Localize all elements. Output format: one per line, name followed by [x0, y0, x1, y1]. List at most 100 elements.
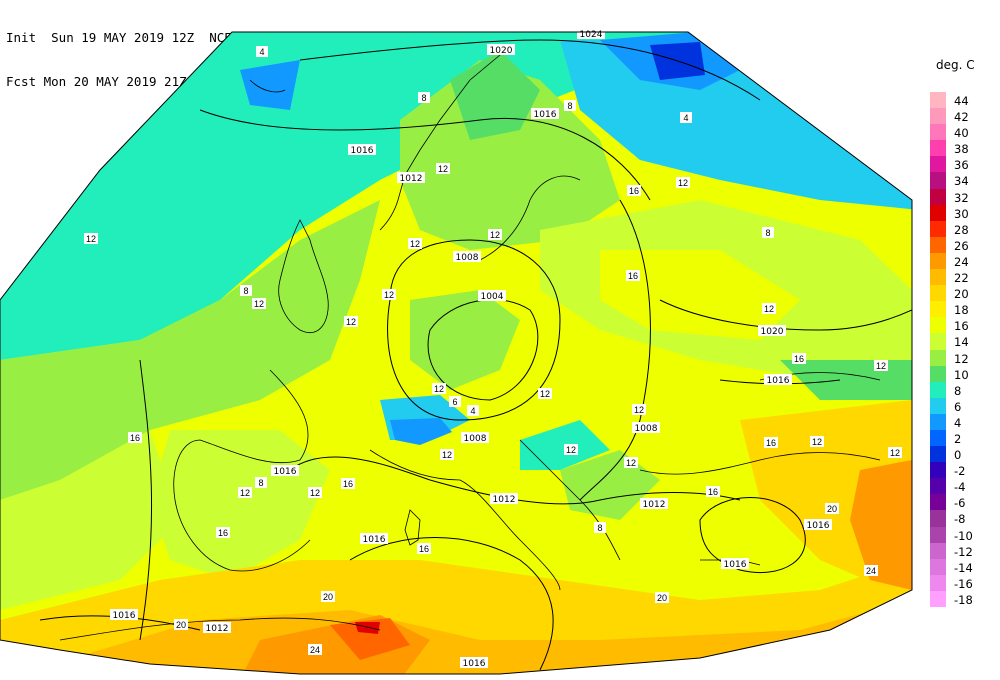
legend-label: -12 — [954, 544, 973, 559]
svg-text:16: 16 — [343, 479, 353, 489]
legend-row: 26 — [930, 236, 990, 253]
svg-text:1012: 1012 — [643, 500, 666, 510]
legend-swatch — [930, 349, 946, 366]
svg-text:1012: 1012 — [400, 174, 423, 184]
legend-label: 2 — [954, 431, 962, 446]
svg-text:24: 24 — [866, 566, 876, 576]
isobar-label: 1012 — [203, 622, 231, 634]
temp-label: 4 — [680, 112, 692, 123]
legend-row: 42 — [930, 108, 990, 125]
svg-text:20: 20 — [176, 620, 186, 630]
isobar-label: 1024 — [577, 28, 605, 40]
svg-text:1012: 1012 — [493, 495, 516, 505]
legend-swatch — [930, 285, 946, 302]
legend-swatch — [930, 590, 946, 607]
legend-row: 30 — [930, 204, 990, 221]
svg-text:8: 8 — [567, 101, 572, 111]
legend-label: -18 — [954, 592, 973, 607]
temp-label: 12 — [888, 447, 902, 458]
svg-text:16: 16 — [130, 433, 140, 443]
legend-row: -6 — [930, 494, 990, 511]
legend-swatch — [930, 236, 946, 253]
svg-text:12: 12 — [86, 234, 96, 244]
legend-swatch — [930, 446, 946, 463]
temp-label: 4 — [467, 405, 479, 416]
svg-text:1008: 1008 — [635, 424, 658, 434]
temp-label: 16 — [341, 478, 355, 489]
legend-label: 4 — [954, 415, 962, 430]
svg-text:20: 20 — [657, 593, 667, 603]
legend-label: 10 — [954, 367, 969, 382]
legend-label: 16 — [954, 319, 969, 334]
legend-swatch — [930, 252, 946, 270]
svg-text:1016: 1016 — [113, 611, 136, 621]
svg-text:12: 12 — [890, 448, 900, 458]
temp-label: 12 — [810, 436, 824, 447]
legend-label: 44 — [954, 94, 969, 108]
temp-label: 8 — [255, 477, 267, 488]
legend-row: 36 — [930, 156, 990, 173]
svg-text:1016: 1016 — [363, 535, 386, 545]
svg-text:12: 12 — [634, 405, 644, 415]
svg-text:4: 4 — [683, 113, 688, 123]
temp-label: 12 — [432, 383, 446, 394]
legend-label: -10 — [954, 528, 973, 543]
temp-label: 12 — [632, 404, 646, 415]
legend-swatch — [930, 333, 946, 350]
legend-row: 8 — [930, 381, 990, 398]
legend-row: 44 — [930, 92, 990, 109]
svg-text:1016: 1016 — [274, 467, 297, 477]
isobar-label: 1016 — [348, 144, 376, 156]
svg-text:16: 16 — [628, 271, 638, 281]
svg-text:12: 12 — [384, 290, 394, 300]
legend-row: 12 — [930, 349, 990, 366]
svg-text:12: 12 — [434, 384, 444, 394]
legend-label: 18 — [954, 303, 969, 318]
legend-row: 2 — [930, 429, 990, 447]
svg-text:1016: 1016 — [463, 659, 486, 669]
map-domain-border — [0, 31, 913, 675]
legend-row: 4 — [930, 413, 990, 430]
isobar-label: 1012 — [490, 493, 518, 505]
svg-text:12: 12 — [678, 178, 688, 188]
legend-row: 16 — [930, 317, 990, 334]
legend-swatch — [930, 140, 946, 157]
legend-label: 38 — [954, 142, 969, 157]
legend-label: 40 — [954, 126, 969, 141]
svg-text:12: 12 — [442, 450, 452, 460]
legend-row: -4 — [930, 478, 990, 495]
legend-row: 14 — [930, 333, 990, 350]
temp-label: 4 — [256, 46, 268, 57]
svg-text:16: 16 — [218, 528, 228, 538]
legend-swatch — [930, 301, 946, 318]
legend-row: 22 — [930, 269, 990, 286]
temp-label: 16 — [627, 185, 641, 196]
isobar-label: 1016 — [110, 609, 138, 621]
temp-label: 8 — [762, 227, 774, 238]
temp-label: 16 — [792, 353, 806, 364]
legend-label: 42 — [954, 110, 969, 125]
legend-swatch — [930, 478, 946, 495]
temp-label: 20 — [655, 592, 669, 603]
isobar-label: 1008 — [632, 422, 660, 434]
legend-swatch — [930, 156, 946, 173]
svg-text:8: 8 — [258, 478, 263, 488]
temp-label: 12 — [564, 444, 578, 455]
temp-label: 12 — [874, 360, 888, 371]
temp-label: 8 — [240, 285, 252, 296]
isobar-label: 1012 — [397, 172, 425, 184]
legend-swatch — [930, 108, 946, 125]
svg-text:1008: 1008 — [464, 434, 487, 444]
legend-swatch — [930, 397, 946, 414]
svg-text:4: 4 — [470, 406, 475, 416]
legend-label: 32 — [954, 190, 969, 205]
legend-label: 8 — [954, 383, 962, 398]
legend-swatch — [930, 317, 946, 334]
svg-text:12: 12 — [490, 230, 500, 240]
svg-text:12: 12 — [254, 299, 264, 309]
legend-swatch — [930, 542, 946, 559]
legend-label: -6 — [954, 496, 966, 511]
svg-text:1016: 1016 — [807, 521, 830, 531]
legend-label: 34 — [954, 174, 969, 189]
